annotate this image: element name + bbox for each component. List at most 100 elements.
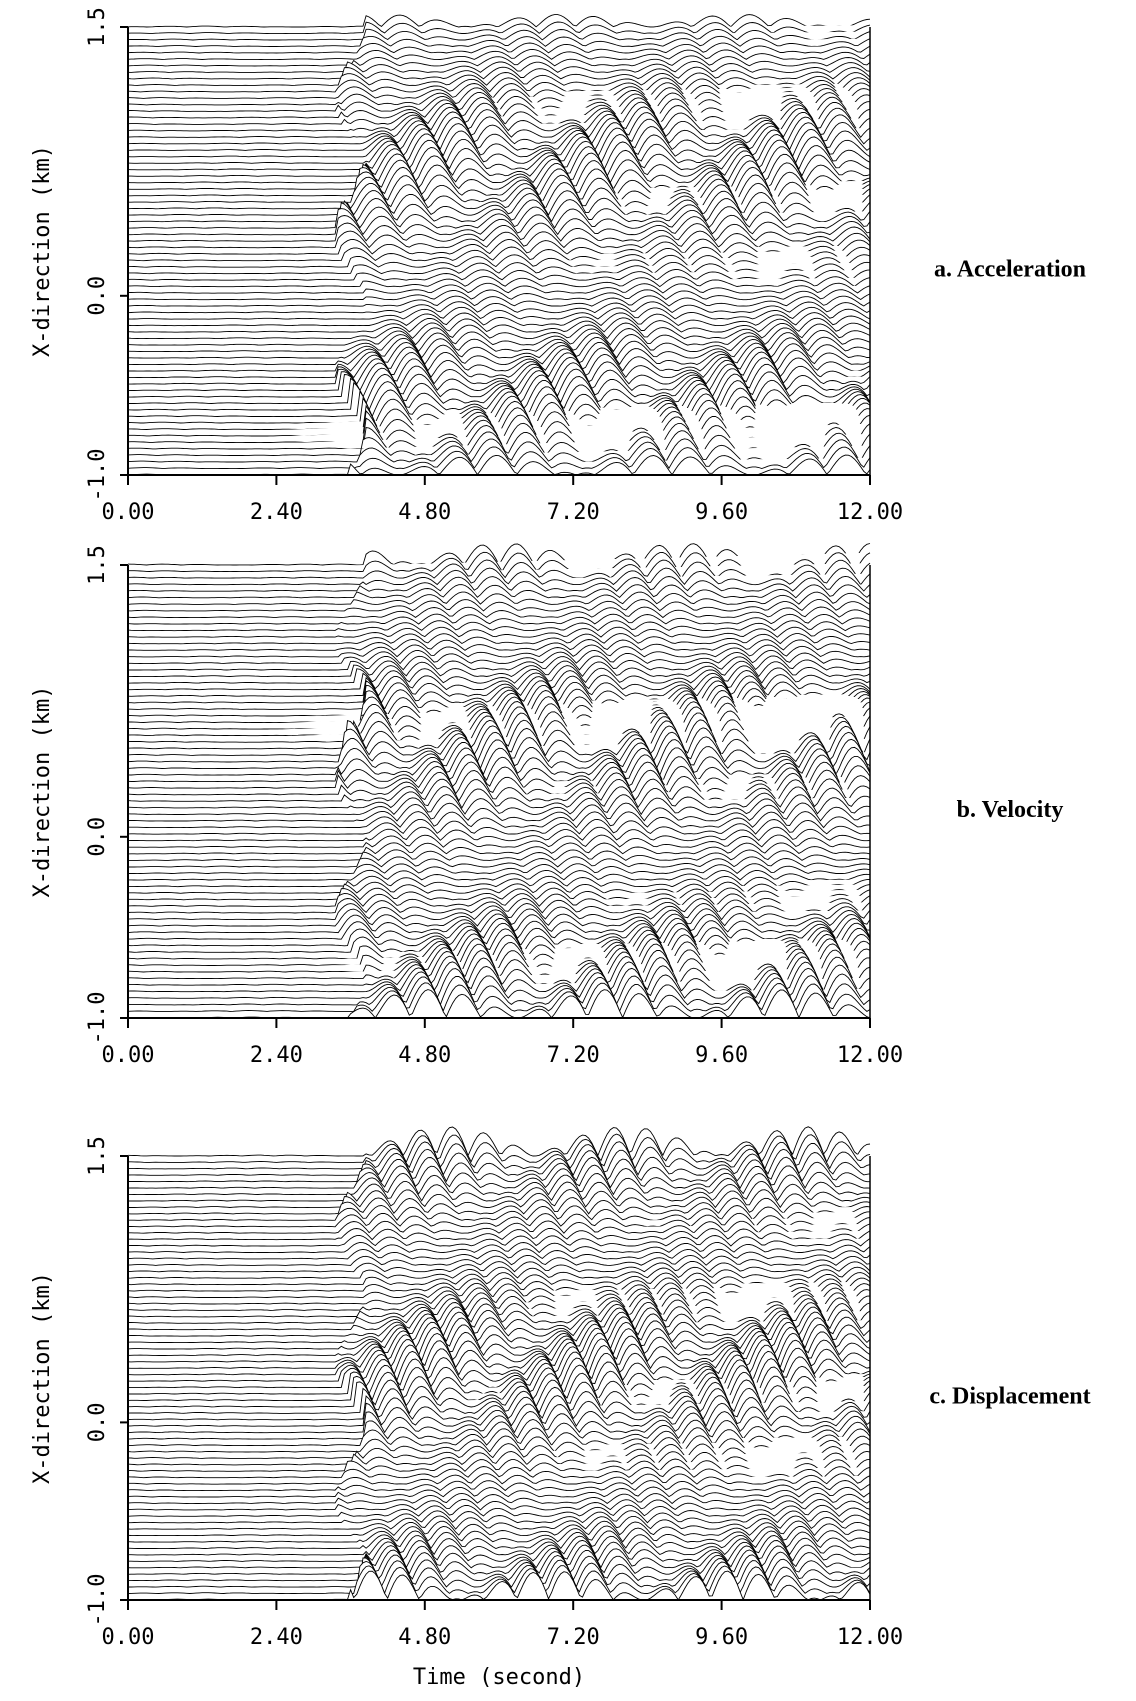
- trace: [128, 875, 871, 888]
- trace: [127, 613, 871, 625]
- trace: [127, 794, 871, 816]
- traces: [127, 1126, 871, 1601]
- trace: [128, 863, 871, 875]
- trace: [127, 301, 871, 314]
- trace: [127, 198, 871, 223]
- trace: [128, 869, 871, 881]
- x-tick-label: 0.00: [102, 500, 155, 525]
- trace: [127, 684, 871, 711]
- panel-label: b. Velocity: [957, 797, 1064, 823]
- trace: [127, 246, 871, 262]
- trace: [127, 1242, 871, 1254]
- y-axis-label: X-direction (km): [30, 145, 55, 357]
- trace: [128, 214, 871, 236]
- trace: [127, 1549, 871, 1575]
- trace: [128, 1141, 871, 1170]
- trace: [127, 1248, 871, 1260]
- x-tick-label: 12.00: [837, 500, 903, 525]
- trace: [128, 1212, 871, 1228]
- trace: [127, 269, 871, 281]
- trace: [128, 1180, 871, 1202]
- x-tick-label: 4.80: [398, 1043, 451, 1068]
- y-tick-label: -1.0: [85, 449, 110, 502]
- trace: [127, 584, 871, 599]
- y-tick-label: 0.0: [85, 1403, 110, 1443]
- trace: [127, 1311, 871, 1338]
- y-tick-label: -1.0: [85, 1574, 110, 1627]
- traces: [127, 543, 871, 1019]
- trace: [127, 282, 871, 294]
- trace: [127, 1520, 871, 1537]
- y-tick-label: -1.0: [85, 992, 110, 1045]
- trace: [127, 72, 871, 87]
- y-axis-label: X-direction (km): [30, 1272, 55, 1484]
- trace: [127, 1197, 871, 1215]
- trace: [127, 893, 871, 907]
- trace: [127, 289, 871, 301]
- trace: [127, 1515, 871, 1530]
- trace: [127, 159, 871, 190]
- y-tick-label: 0.0: [85, 276, 110, 316]
- x-tick-label: 2.40: [250, 500, 303, 525]
- trace: [128, 1473, 871, 1485]
- trace: [127, 322, 871, 340]
- trace: [127, 106, 871, 132]
- trace: [127, 620, 871, 632]
- trace: [127, 317, 871, 333]
- x-tick-label: 7.20: [547, 500, 600, 525]
- trace: [127, 35, 871, 47]
- trace: [127, 14, 871, 28]
- trace: [127, 1316, 871, 1344]
- trace: [127, 312, 871, 327]
- trace: [128, 1220, 871, 1234]
- trace: [127, 21, 871, 34]
- x-tick-label: 12.00: [837, 1625, 903, 1650]
- trace: [127, 116, 871, 145]
- x-tick-label: 0.00: [102, 1625, 155, 1650]
- trace: [128, 811, 871, 829]
- trace: [127, 127, 871, 158]
- trace: [127, 665, 871, 684]
- trace: [127, 898, 871, 914]
- trace: [127, 230, 871, 249]
- trace: [128, 1205, 871, 1221]
- x-tick-label: 0.00: [102, 1043, 155, 1068]
- trace: [127, 1266, 871, 1279]
- trace: [127, 1419, 871, 1440]
- trace: [127, 222, 871, 242]
- trace: [127, 152, 871, 184]
- trace: [128, 856, 871, 868]
- trace: [127, 1498, 871, 1511]
- trace: [128, 341, 871, 366]
- trace: [128, 373, 871, 405]
- trace: [127, 644, 871, 658]
- trace: [128, 254, 871, 268]
- trace: [127, 778, 871, 802]
- trace: [127, 111, 871, 139]
- trace: [128, 1510, 871, 1524]
- trace: [127, 1525, 871, 1543]
- trace: [127, 633, 871, 645]
- trace: [127, 842, 871, 855]
- trace: [127, 1565, 871, 1595]
- trace: [128, 122, 871, 151]
- trace: [128, 649, 871, 665]
- trace: [127, 60, 871, 73]
- trace: [128, 1133, 871, 1164]
- trace: [127, 1371, 871, 1402]
- x-tick-label: 9.60: [695, 1043, 748, 1068]
- y-tick-label: 1.5: [85, 7, 110, 47]
- trace: [127, 1228, 871, 1241]
- x-tick-label: 2.40: [250, 1043, 303, 1068]
- traces: [127, 14, 871, 476]
- y-axis-label: X-direction (km): [30, 686, 55, 898]
- trace: [127, 1480, 871, 1492]
- trace: [128, 1189, 871, 1209]
- trace: [128, 655, 871, 671]
- trace: [127, 1486, 871, 1498]
- trace: [127, 1260, 871, 1273]
- x-axis-label: Time (second): [413, 1665, 585, 1690]
- x-tick-label: 4.80: [398, 500, 451, 525]
- trace: [127, 1254, 871, 1266]
